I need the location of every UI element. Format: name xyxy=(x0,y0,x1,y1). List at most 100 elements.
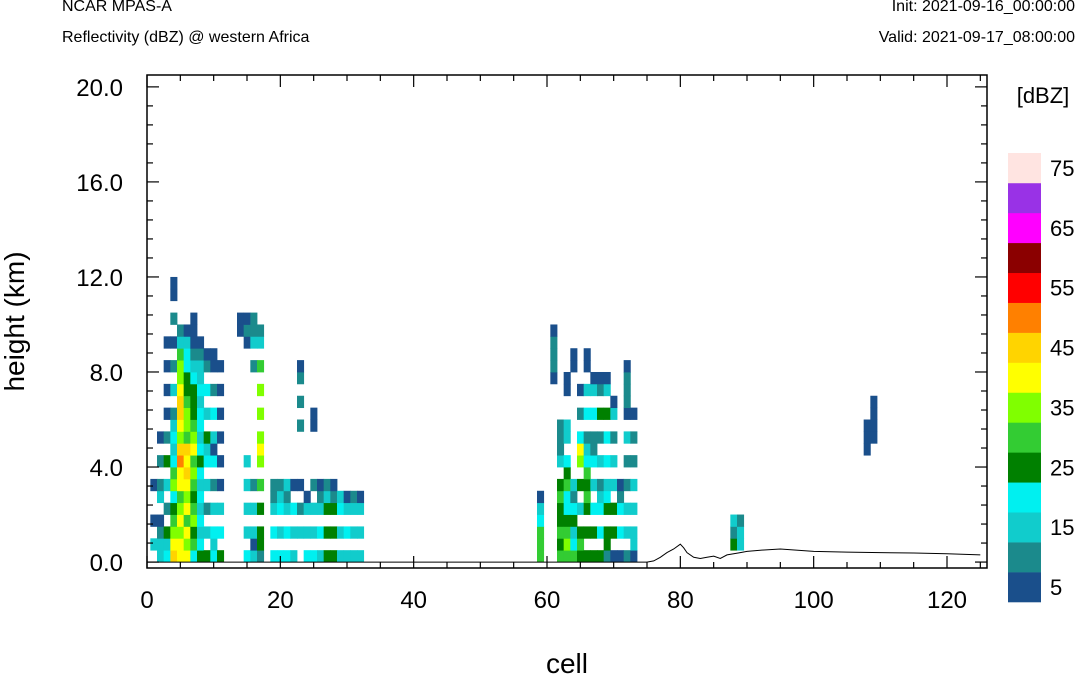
y-tick-label: 12.0 xyxy=(76,265,123,292)
terrain-height-line xyxy=(147,543,981,563)
reflectivity-cell xyxy=(177,455,185,468)
reflectivity-cell xyxy=(190,348,198,361)
reflectivity-cell xyxy=(217,550,225,563)
reflectivity-cell xyxy=(577,526,585,539)
reflectivity-cell xyxy=(183,336,191,349)
reflectivity-cell xyxy=(197,336,205,349)
colorbar-label: 5 xyxy=(1050,575,1062,600)
reflectivity-cell xyxy=(290,502,298,515)
reflectivity-cell xyxy=(617,490,625,504)
colorbar-unit-label: [dBZ] xyxy=(1017,83,1070,108)
reflectivity-cell xyxy=(190,443,198,456)
reflectivity-cell xyxy=(570,348,578,361)
reflectivity-cell xyxy=(170,478,178,492)
reflectivity-cell xyxy=(170,443,178,456)
colorbar-label: 35 xyxy=(1050,395,1074,420)
reflectivity-cell xyxy=(563,550,571,563)
reflectivity-cell xyxy=(557,478,565,492)
reflectivity-cell xyxy=(570,502,578,515)
reflectivity-cell xyxy=(217,431,225,444)
reflectivity-cell xyxy=(303,550,311,563)
reflectivity-cell xyxy=(183,407,191,420)
reflectivity-cell xyxy=(557,490,565,504)
reflectivity-cell xyxy=(603,431,611,444)
reflectivity-cell xyxy=(203,455,211,468)
reflectivity-cell xyxy=(157,550,165,563)
colorbar-box xyxy=(1008,332,1041,363)
reflectivity-cell xyxy=(623,455,631,468)
reflectivity-cell xyxy=(630,455,638,468)
reflectivity-cell xyxy=(203,407,211,420)
reflectivity-cell xyxy=(537,502,545,515)
reflectivity-cell xyxy=(330,550,338,563)
reflectivity-cell xyxy=(297,419,305,432)
reflectivity-cell xyxy=(630,431,638,444)
reflectivity-cell xyxy=(190,514,198,527)
reflectivity-cell xyxy=(357,502,365,515)
colorbar-box xyxy=(1008,482,1041,513)
reflectivity-cell xyxy=(283,502,291,515)
reflectivity-cell xyxy=(183,467,191,480)
reflectivity-cell xyxy=(177,502,185,515)
reflectivity-cell xyxy=(203,478,211,492)
plot-frame xyxy=(146,74,988,569)
terrain-line xyxy=(147,543,981,563)
reflectivity-cell xyxy=(570,514,578,527)
reflectivity-cell xyxy=(177,348,185,361)
reflectivity-cell xyxy=(183,383,191,397)
reflectivity-cell xyxy=(310,502,318,515)
reflectivity-cell xyxy=(177,360,185,373)
reflectivity-cell xyxy=(177,395,185,409)
reflectivity-cell xyxy=(537,526,545,539)
reflectivity-cell xyxy=(197,490,205,504)
reflectivity-cell xyxy=(183,538,191,551)
reflectivity-cell xyxy=(203,526,211,539)
reflectivity-cell xyxy=(197,550,205,563)
reflectivity-cell xyxy=(630,526,638,539)
reflectivity-cell xyxy=(183,371,191,385)
reflectivity-cell xyxy=(610,431,618,444)
reflectivity-cell xyxy=(250,550,258,563)
reflectivity-cell xyxy=(583,490,591,504)
reflectivity-cell xyxy=(170,336,178,349)
reflectivity-cell xyxy=(270,490,278,504)
reflectivity-cell xyxy=(210,348,218,361)
reflectivity-cell xyxy=(190,502,198,515)
reflectivity-cell xyxy=(583,348,591,361)
x-tick-label: 80 xyxy=(667,587,694,614)
reflectivity-cell xyxy=(210,431,218,444)
reflectivity-cell xyxy=(157,514,165,527)
reflectivity-cell xyxy=(183,478,191,492)
colorbar-box xyxy=(1008,452,1041,483)
reflectivity-cell xyxy=(177,550,185,563)
reflectivity-cell xyxy=(603,407,611,420)
reflectivity-cell xyxy=(250,478,258,492)
reflectivity-cell xyxy=(257,407,265,420)
reflectivity-cell xyxy=(610,502,618,515)
reflectivity-cell xyxy=(297,360,305,373)
reflectivity-cell xyxy=(603,383,611,397)
reflectivity-cell xyxy=(277,490,285,504)
reflectivity-cell xyxy=(163,360,171,373)
reflectivity-cell xyxy=(357,526,365,539)
reflectivity-cell xyxy=(730,514,738,527)
reflectivity-cell xyxy=(330,502,338,515)
reflectivity-cell xyxy=(563,538,571,551)
reflectivity-cell xyxy=(577,383,585,397)
reflectivity-cell xyxy=(610,550,618,563)
reflectivity-cell xyxy=(570,538,578,551)
x-tick-label: 20 xyxy=(267,587,294,614)
reflectivity-cell xyxy=(623,526,631,539)
reflectivity-cell xyxy=(197,538,205,551)
colorbar-box xyxy=(1008,182,1041,214)
reflectivity-cell xyxy=(270,502,278,515)
reflectivity-cell xyxy=(323,502,331,515)
reflectivity-cell xyxy=(337,550,345,563)
reflectivity-cell xyxy=(623,371,631,385)
reflectivity-cell xyxy=(243,526,251,539)
reflectivity-cell xyxy=(197,395,205,409)
reflectivity-cell xyxy=(630,502,638,515)
reflectivity-cell xyxy=(290,478,298,492)
reflectivity-cell xyxy=(197,348,205,361)
